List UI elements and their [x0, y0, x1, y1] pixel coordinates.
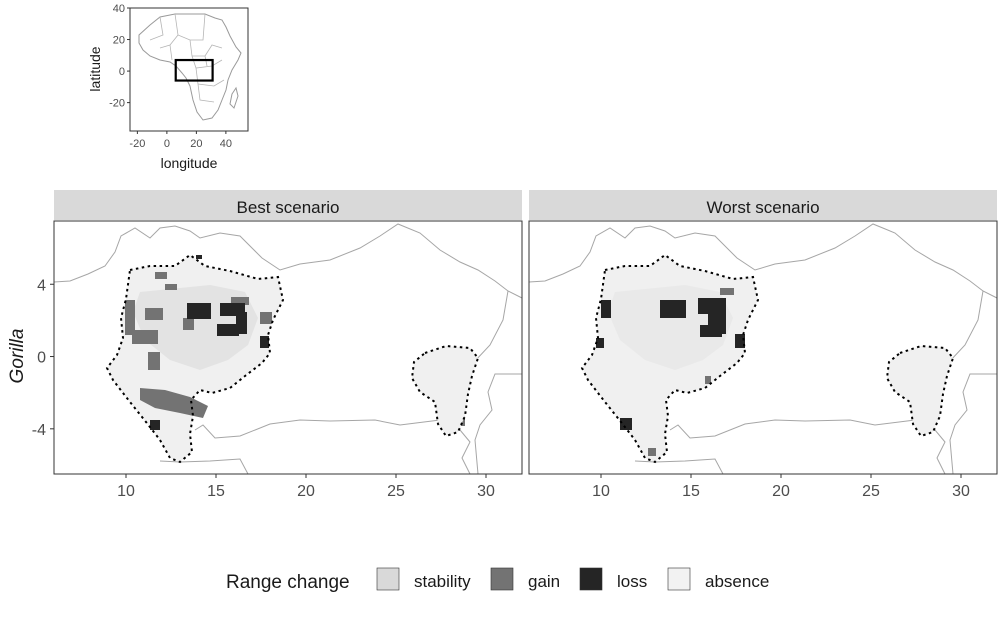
inset-y-tick-label: -20 [109, 98, 125, 110]
inset-x-tick-label: 20 [190, 138, 202, 150]
x-tick-label: 25 [387, 483, 405, 500]
y-tick-label: 4 [37, 277, 46, 294]
strip-label: Worst scenario [706, 198, 819, 217]
x-tick-label: 15 [207, 483, 225, 500]
row-label: Gorilla [7, 329, 28, 384]
legend-label-stability: stability [414, 572, 471, 591]
inset-y-tick-label: 0 [119, 66, 125, 78]
x-tick-label: 30 [477, 483, 495, 500]
range-gain [648, 288, 734, 456]
legend-label-loss: loss [617, 572, 647, 591]
x-tick-label: 20 [772, 483, 790, 500]
x-tick-label: 15 [682, 483, 700, 500]
y-tick-label: -4 [32, 422, 46, 439]
panel-border [528, 220, 998, 475]
x-tick-label: 25 [862, 483, 880, 500]
range-east [885, 344, 955, 438]
x-tick-label: 20 [297, 483, 315, 500]
inset-y-ticks: 40 20 0 -20 [109, 3, 130, 110]
range-east [410, 344, 480, 438]
strip-label: Best scenario [237, 198, 340, 217]
x-tick-label: 10 [117, 483, 135, 500]
legend-label-gain: gain [528, 572, 560, 591]
legend-key-gain [490, 567, 514, 591]
strip-background [529, 190, 997, 220]
strip-background [54, 190, 522, 220]
inset-panel-border [129, 7, 249, 132]
legend-key-stability [376, 567, 400, 591]
x-axis-ticks: 10 15 20 25 30 [117, 474, 495, 500]
inset-x-tick-label: 40 [220, 138, 232, 150]
country-borders [53, 223, 523, 475]
legend-key-loss [579, 567, 603, 591]
inset-y-tick-label: 20 [113, 35, 125, 47]
inset-x-tick-label: 0 [164, 138, 170, 150]
legend-label-absence: absence [705, 572, 769, 591]
inset-map: -20 0 20 40 40 20 0 -20 longitude latitude [87, 3, 249, 171]
legend-key-absence [667, 567, 691, 591]
range-loss [596, 298, 927, 430]
y-axis-ticks: 4 0 -4 [32, 277, 54, 439]
legend: Range change stability gain loss absence [226, 567, 769, 593]
legend-title: Range change [226, 572, 350, 593]
legend-items: stability gain loss absence [376, 567, 769, 591]
inset-x-axis-label: longitude [161, 155, 218, 171]
y-tick-label: 0 [37, 350, 46, 367]
madagascar-outline [229, 86, 239, 109]
country-borders [528, 223, 998, 475]
x-tick-label: 10 [592, 483, 610, 500]
x-axis-ticks: 10 15 20 25 30 [592, 474, 970, 500]
inset-x-ticks: -20 0 20 40 [129, 131, 232, 150]
inset-y-tick-label: 40 [113, 3, 125, 15]
inset-x-tick-label: -20 [129, 138, 145, 150]
panel-border [53, 220, 523, 475]
panel-best-scenario: Best scenario [53, 190, 523, 500]
x-tick-label: 30 [952, 483, 970, 500]
africa-outline [138, 13, 242, 121]
inset-y-axis-label: latitude [87, 46, 103, 91]
panel-worst-scenario: Worst scenario [528, 190, 998, 500]
study-extent-box [174, 58, 214, 82]
